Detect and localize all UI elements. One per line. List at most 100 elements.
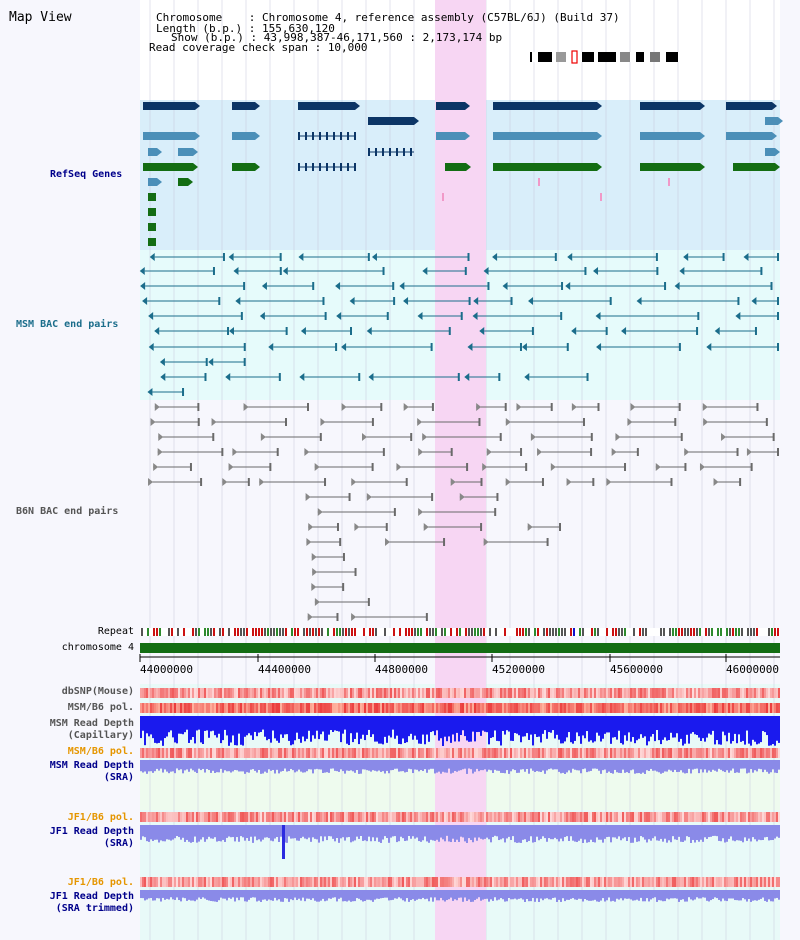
heat-cell [612,748,614,758]
heat-cell [202,703,204,713]
heat-cell [460,812,462,822]
highlight-region[interactable] [435,0,486,940]
depth-bar [452,716,454,735]
depth-bar [648,890,650,902]
heat-cell [474,688,476,698]
depth-bar [730,825,732,837]
depth-bar [354,825,356,841]
heat-cell [616,688,618,698]
heat-cell [672,877,674,887]
depth-bar [252,890,254,898]
depth-bar [528,716,530,740]
show-label: Show (b.p.) : [171,31,258,44]
depth-bar [756,760,758,772]
heat-cell [732,812,734,822]
heat-cell [484,748,486,758]
depth-bar [236,716,238,746]
depth-bar [608,716,610,733]
heat-cell [330,748,332,758]
depth-bar [418,760,420,772]
depth-bar [384,716,386,737]
heat-cell [178,703,180,713]
heat-cell [484,812,486,822]
track-label-refseq[interactable]: RefSeq Genes [50,169,123,180]
heat-cell [510,688,512,698]
msm-bac-track[interactable] [139,253,779,396]
heat-cell [430,703,432,713]
heat-cell [156,877,158,887]
heat-cell [406,877,408,887]
depth-bar [246,760,248,773]
heat-cell [316,748,318,758]
depth-bar [240,760,242,772]
bac-end-marker [354,568,357,576]
depth-bar [232,716,234,736]
depth-bar [686,825,688,837]
track-label-msm-bac[interactable]: MSM BAC end pairs [16,319,119,330]
bac-end-marker [479,327,485,335]
depth-bar [708,760,710,771]
depth-bar [256,825,258,841]
gene-feature [232,132,255,140]
depth-bar [360,890,362,901]
gene-strand-arrow [195,102,200,110]
heat-cell [154,812,156,822]
bac-end-marker [430,343,433,351]
ideogram-band [582,52,594,62]
depth-bar [200,825,202,840]
depth-bar [662,760,664,773]
heat-cell [654,688,656,698]
heat-cell [414,877,416,887]
heat-cell [596,703,598,713]
depth-bar [318,890,320,902]
bac-end-marker [269,463,272,471]
heat-cell [454,812,456,822]
depth-bar [426,825,428,842]
heat-cell [684,688,686,698]
refseq-genes-track[interactable] [143,102,783,246]
b6n-bac-track[interactable] [148,403,779,621]
depth-bar [268,890,270,900]
heat-cell [338,877,340,887]
heat-cell [648,688,650,698]
depth-bar [498,716,500,742]
depth-bar [502,716,504,731]
heat-cell [328,748,330,758]
depth-bar [160,825,162,841]
bac-end-marker [306,403,309,411]
heat-cell [626,703,628,713]
depth-bar [758,716,760,744]
heat-cell [770,877,772,887]
heat-cell [666,688,668,698]
heat-cell [694,812,696,822]
depth-bar [304,716,306,742]
depth-bar [734,716,736,734]
depth-bar [342,716,344,734]
heat-cell [698,703,700,713]
repeat-element [645,628,647,636]
chromosome-bar[interactable] [140,643,780,653]
heat-cell [554,812,556,822]
heat-cell [500,703,502,713]
heat-cell [636,688,638,698]
depth-bar [324,716,326,741]
track-label-b6n-bac[interactable]: B6N BAC end pairs [16,506,119,517]
depth-bar [594,825,596,843]
heat-cell [470,703,472,713]
heat-cell [568,877,570,887]
bac-end-marker [147,388,153,396]
depth-bar [192,716,194,738]
heat-cell [310,703,312,713]
heat-cell [658,877,660,887]
heat-cell [204,812,206,822]
heat-cell [346,688,348,698]
depth-bar [550,825,552,840]
heat-cell [496,877,498,887]
depth-bar [568,825,570,841]
heat-cell [290,748,292,758]
depth-bar [538,716,540,737]
heat-cell [504,877,506,887]
chromosome-ideogram[interactable] [530,50,682,64]
bac-end-marker [200,478,203,486]
